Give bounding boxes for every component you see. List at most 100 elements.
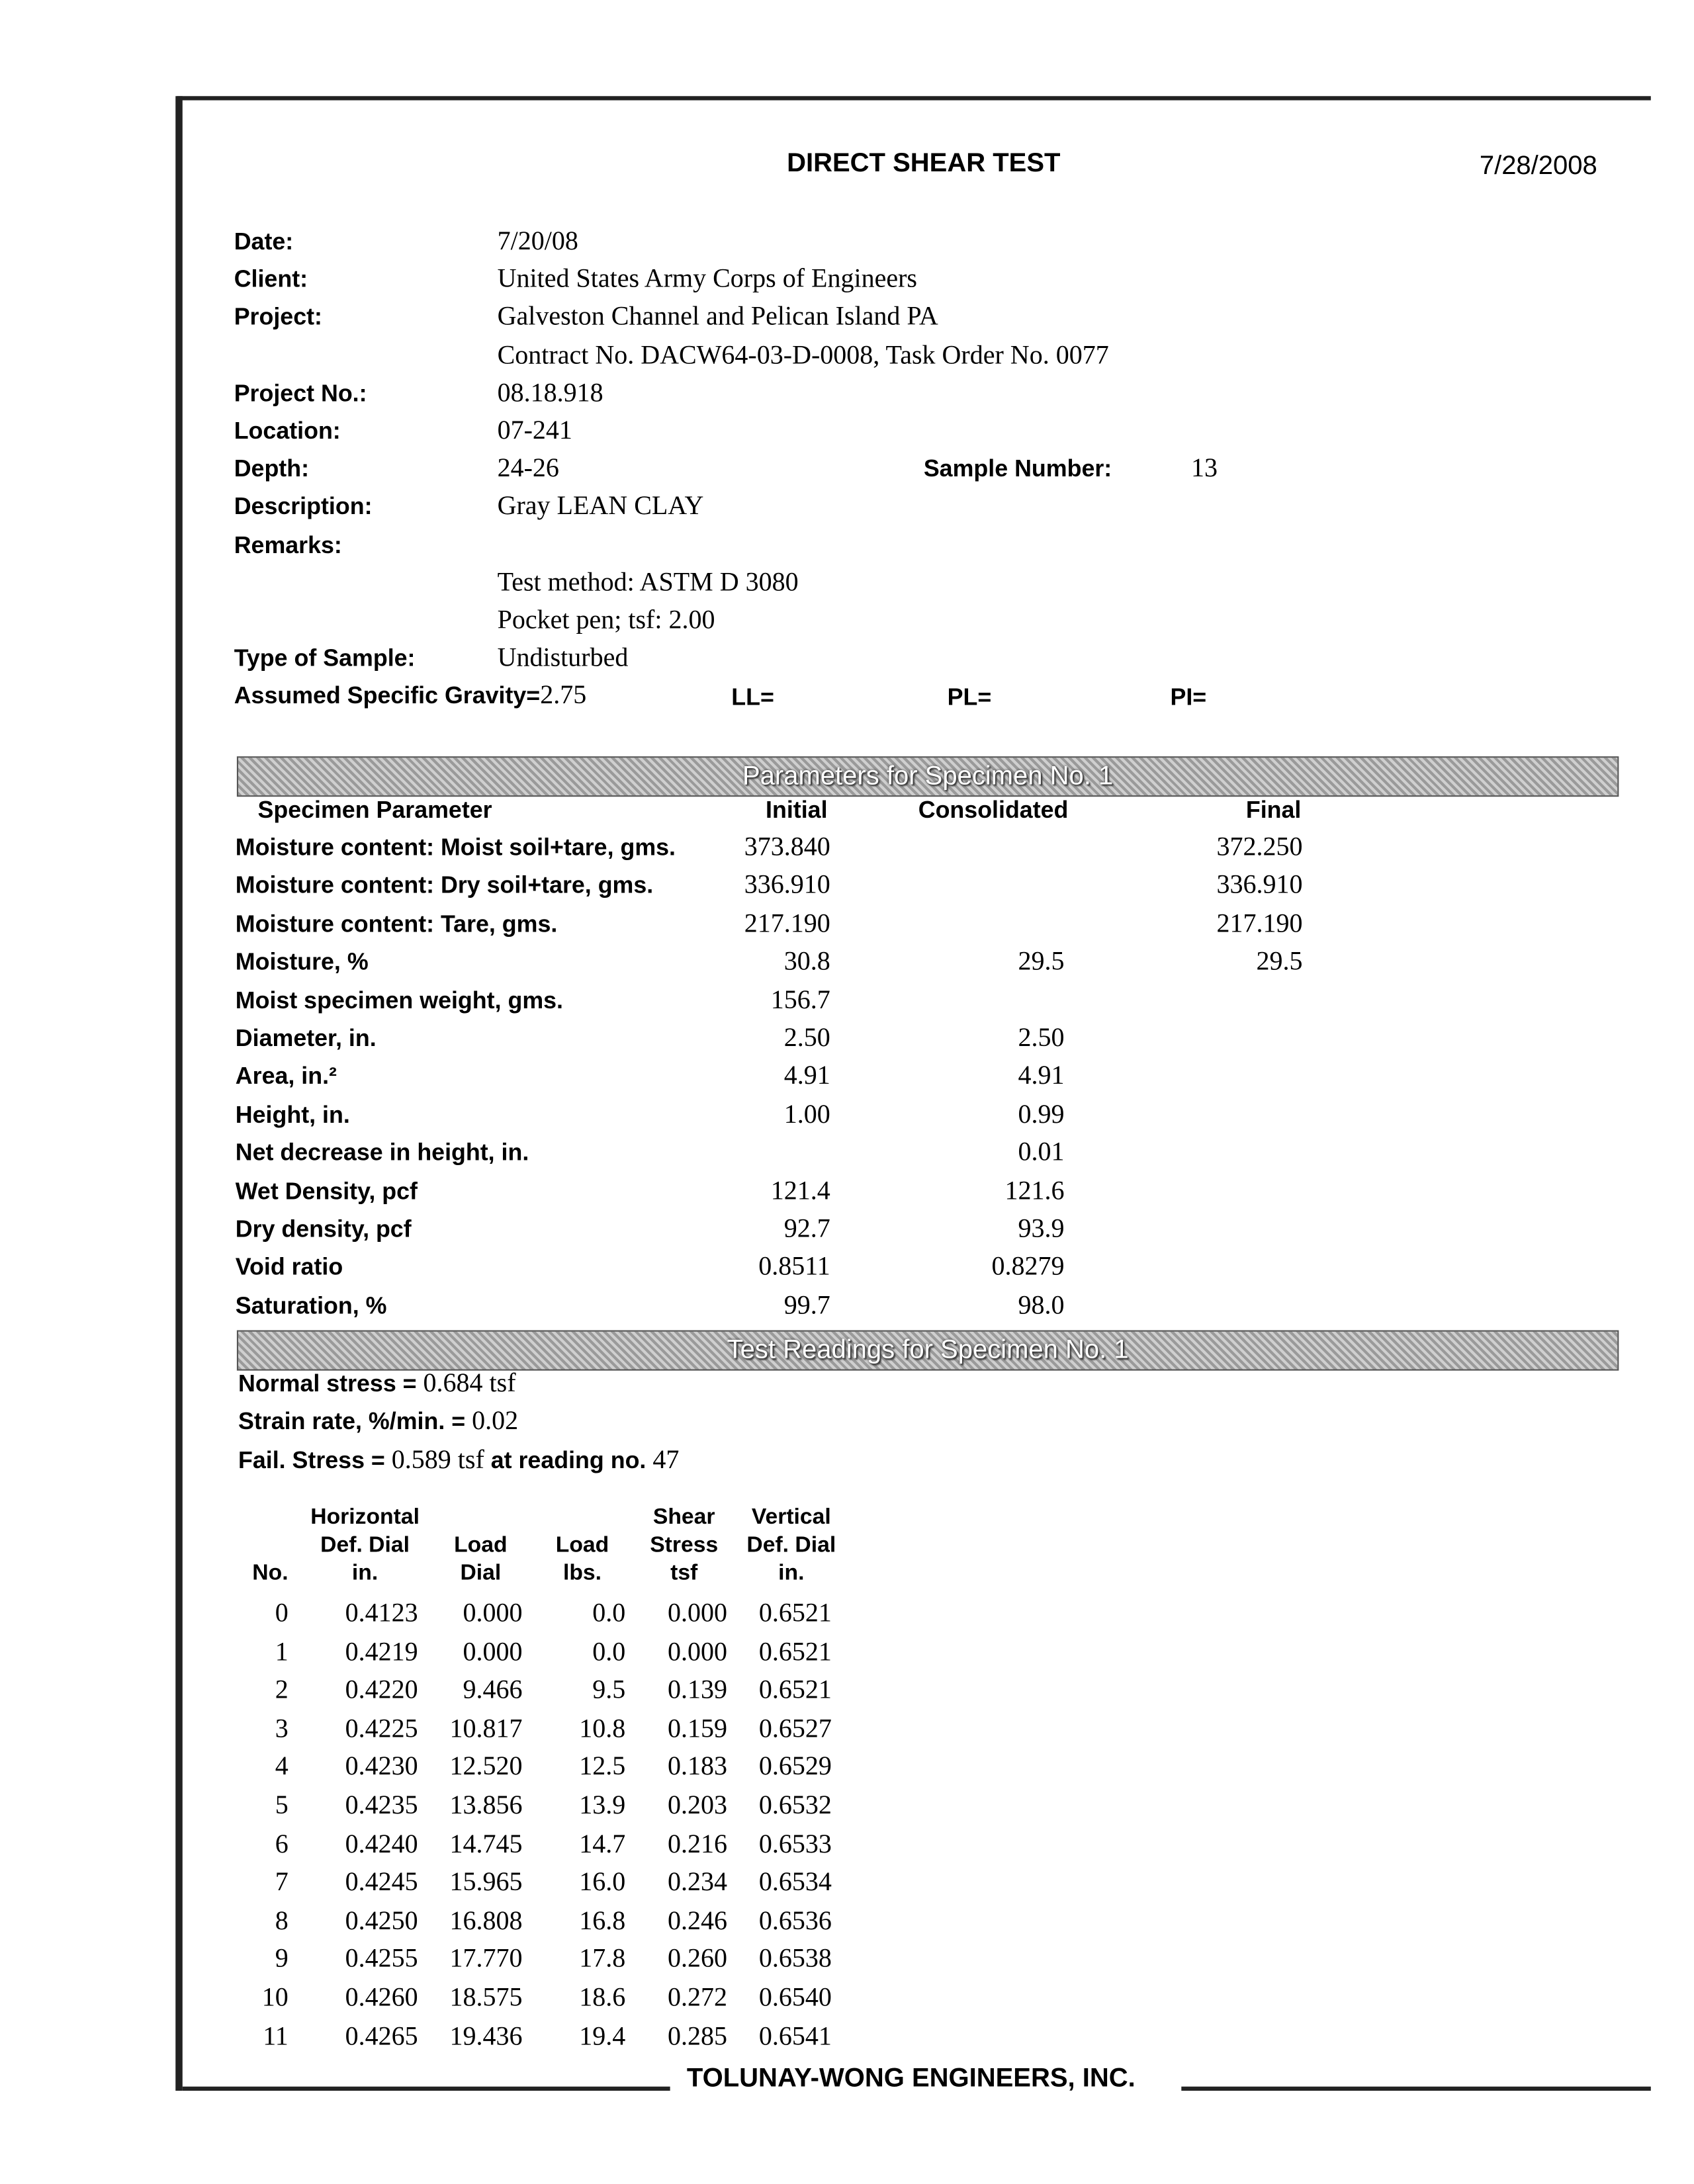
readings-cell: 7 [275, 1868, 289, 1898]
param-row-label: Net decrease in height, in. [235, 1139, 529, 1166]
readings-cell: 0.6533 [758, 1829, 832, 1859]
readings-cell: 0.4225 [345, 1714, 418, 1744]
readings-cell: 0.4265 [345, 2022, 418, 2052]
info-value: United States Army Corps of Engineers [497, 265, 917, 294]
readings-cell: 0.6536 [758, 1906, 832, 1936]
fail-reading-label: at reading no. [484, 1447, 653, 1474]
info-value: Contract No. DACW64-03-D-0008, Task Orde… [497, 340, 1109, 371]
readings-cell: 12.5 [579, 1753, 626, 1782]
param-header-initial: Initial [766, 797, 828, 824]
params-banner: Parameters for Specimen No. 1 [236, 756, 1619, 797]
param-row-label: Height, in. [235, 1101, 350, 1128]
readings-cell: 0.6532 [758, 1791, 832, 1821]
readings-banner-text: Test Readings for Specimen No. 1 [727, 1335, 1129, 1366]
readings-cell: 0.285 [667, 2022, 727, 2052]
param-row-value: 217.190 [1216, 909, 1303, 939]
readings-cell: 0.4220 [345, 1676, 418, 1706]
readings-cell: 0.0 [592, 1598, 626, 1629]
readings-cell: 1 [275, 1637, 289, 1667]
readings-cell: 16.808 [449, 1906, 523, 1936]
param-row-value: 217.190 [744, 909, 830, 939]
param-row-value: 2.50 [783, 1024, 830, 1053]
param-row-value: 29.5 [1256, 947, 1303, 977]
readings-cell: 0.6521 [758, 1598, 832, 1629]
readings-cell: 0.4240 [345, 1829, 418, 1859]
info-label: Client: [234, 266, 308, 293]
readings-header: Stress [650, 1533, 719, 1557]
company-footer: TOLUNAY-WONG ENGINEERS, INC. [686, 2064, 1136, 2094]
readings-cell: 0.6529 [758, 1753, 832, 1782]
readings-cell: 18.6 [579, 1983, 626, 2013]
readings-banner: Test Readings for Specimen No. 1 [236, 1330, 1619, 1371]
param-row-value: 4.91 [783, 1062, 830, 1092]
readings-cell: 0.4260 [345, 1983, 418, 2013]
readings-cell: 9 [275, 1944, 289, 1975]
readings-cell: 0.6541 [758, 2022, 832, 2052]
readings-cell: 16.8 [579, 1906, 626, 1936]
readings-cell: 17.770 [449, 1944, 523, 1975]
param-row-label: Moisture content: Tare, gms. [235, 910, 558, 938]
readings-cell: 0.4250 [345, 1906, 418, 1936]
readings-cell: 0.4123 [345, 1598, 418, 1629]
info-value: 08.18.918 [497, 378, 603, 408]
readings-cell: 11 [263, 2022, 289, 2052]
readings-cell: 9.466 [463, 1676, 523, 1706]
normal-stress-value: 0.684 tsf [423, 1369, 516, 1399]
frame-left-border [175, 96, 183, 2091]
param-row-value: 0.01 [1018, 1138, 1065, 1168]
param-row-value: 0.99 [1018, 1100, 1065, 1129]
param-row-label: Void ratio [235, 1254, 343, 1281]
param-row-value: 336.910 [1216, 871, 1303, 900]
readings-header: Shear [652, 1505, 715, 1530]
readings-cell: 2 [275, 1676, 289, 1706]
param-row-value: 0.8511 [758, 1252, 830, 1282]
param-row-label: Moisture content: Dry soil+tare, gms. [235, 872, 654, 899]
info-value: Galveston Channel and Pelican Island PA [497, 302, 938, 332]
readings-header: tsf [670, 1561, 698, 1585]
readings-cell: 9.5 [592, 1676, 626, 1706]
param-header-consolidated: Consolidated [918, 797, 1069, 824]
info-label: Description: [234, 494, 373, 521]
param-row-label: Wet Density, pcf [235, 1178, 418, 1205]
readings-cell: 0.260 [667, 1944, 727, 1975]
normal-stress: Normal stress = 0.684 tsf [238, 1370, 516, 1400]
readings-cell: 0.000 [463, 1637, 523, 1667]
info-label: Depth: [234, 455, 310, 482]
pi-label: PI= [1170, 683, 1207, 711]
info-value: 7/20/08 [497, 227, 578, 257]
param-row-value: 92.7 [783, 1214, 830, 1245]
readings-cell: 6 [275, 1829, 289, 1859]
readings-cell: 17.8 [579, 1944, 626, 1975]
sample-number-label: Sample Number: [923, 455, 1112, 482]
readings-cell: 10.817 [449, 1714, 523, 1744]
readings-cell: 10 [261, 1983, 289, 2013]
fail-stress-value: 0.589 tsf [391, 1446, 484, 1475]
param-row-value: 30.8 [783, 947, 830, 977]
specific-gravity-label: Assumed Specific Gravity= [234, 682, 541, 709]
readings-header: No. [252, 1561, 289, 1585]
param-row-value: 336.910 [744, 871, 830, 900]
fail-reading-value: 47 [652, 1446, 680, 1475]
info-label: Project: [234, 304, 322, 331]
param-row-label: Area, in.² [235, 1063, 337, 1090]
param-row-value: 156.7 [770, 985, 830, 1015]
readings-header: Def. Dial [320, 1533, 410, 1557]
strain-rate: Strain rate, %/min. = 0.02 [238, 1407, 518, 1437]
readings-cell: 14.7 [579, 1829, 626, 1859]
readings-cell: 0.183 [667, 1753, 727, 1782]
params-banner-text: Parameters for Specimen No. 1 [742, 762, 1114, 791]
readings-cell: 0 [275, 1598, 289, 1629]
readings-cell: 18.575 [449, 1983, 523, 2013]
param-row-label: Diameter, in. [235, 1025, 377, 1052]
readings-cell: 0.0 [592, 1637, 626, 1667]
readings-cell: 0.4230 [345, 1753, 418, 1782]
info-label: Remarks: [234, 531, 342, 558]
info-value: 07-241 [497, 416, 572, 446]
param-row-value: 0.8279 [991, 1252, 1065, 1282]
info-label: Location: [234, 417, 341, 445]
readings-cell: 0.4219 [345, 1637, 418, 1667]
readings-cell: 0.246 [667, 1906, 727, 1936]
info-value: Test method: ASTM D 3080 [497, 568, 799, 597]
readings-cell: 0.6538 [758, 1944, 832, 1975]
